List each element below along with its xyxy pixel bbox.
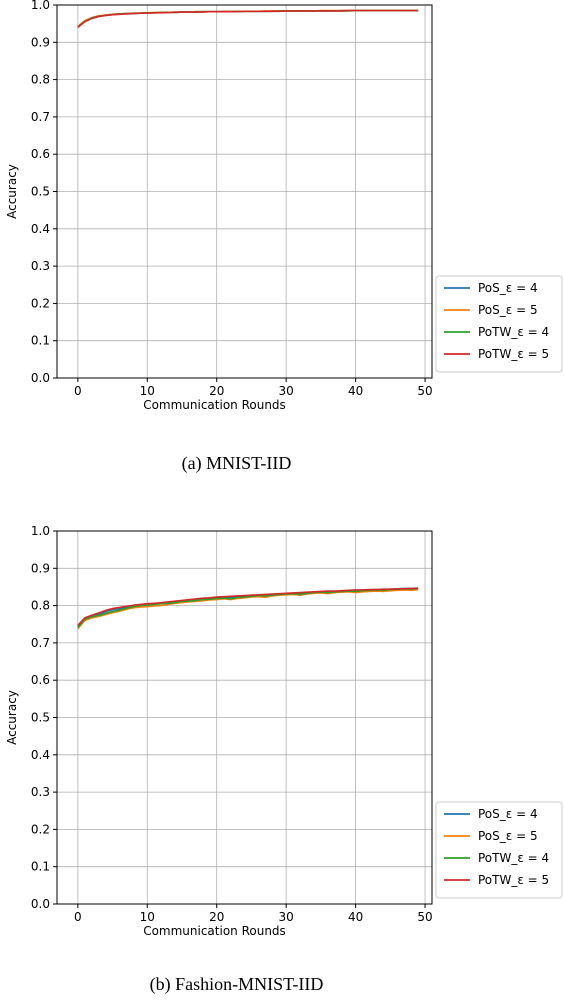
x-tick-label: 20 xyxy=(209,910,224,924)
y-tick-label: 0.0 xyxy=(31,897,50,911)
legend-label-1: PoS_ε = 5 xyxy=(478,829,538,843)
legend-box xyxy=(435,801,563,899)
legend-label-0: PoS_ε = 4 xyxy=(478,807,538,821)
legend-label-3: PoTW_ε = 5 xyxy=(478,873,549,887)
legend-label-0: PoS_ε = 4 xyxy=(478,281,538,295)
series-line-2 xyxy=(77,587,419,629)
y-tick-label: 0.1 xyxy=(31,860,50,874)
x-tick-label: 50 xyxy=(417,910,432,924)
y-tick-label: 0.3 xyxy=(31,259,50,273)
x-tick-label: 0 xyxy=(74,384,82,398)
legend-label-2: PoTW_ε = 4 xyxy=(478,851,549,865)
grid-lines xyxy=(57,530,432,905)
y-tick-label: 0.4 xyxy=(31,748,50,762)
y-tick-label: 0.2 xyxy=(31,296,50,310)
x-tick-label: 40 xyxy=(348,910,363,924)
y-axis-label: Accuracy xyxy=(5,164,19,219)
series-line-3 xyxy=(77,587,419,626)
chart-panel-a: 0 10 20 30 40 50 0.0 0.1 0.2 0.3 0.4 0.5 0.6 0.7 0.8 0.… xyxy=(5,0,563,474)
y-tick-label: 0.7 xyxy=(31,110,50,124)
y-tick-label: 0.4 xyxy=(31,222,50,236)
y-tick-label: 1.0 xyxy=(31,524,50,538)
y-tick-label: 0.5 xyxy=(31,185,50,199)
legend-label-1: PoS_ε = 5 xyxy=(478,303,538,317)
y-tick-label: 0.1 xyxy=(31,334,50,348)
chart-panel-b: 0 10 20 30 40 50 0.0 0.1 0.2 0.3 0.4 0.5 0.6 0.7 0.8 0.… xyxy=(5,524,563,995)
x-tick-label: 50 xyxy=(417,384,432,398)
y-tick-label: 0.9 xyxy=(31,35,50,49)
x-axis-label: Communication Rounds xyxy=(143,924,286,938)
y-tick-label: 1.0 xyxy=(31,0,50,12)
legend: PoS_ε = 4 PoS_ε = 5 PoTW_ε = 4 PoTW_ε = 5 xyxy=(435,275,563,373)
legend-label-3: PoTW_ε = 5 xyxy=(478,347,549,361)
y-tick-label: 0.9 xyxy=(31,561,50,575)
x-tick-label: 40 xyxy=(348,384,363,398)
x-tick-label: 10 xyxy=(140,910,155,924)
legend-label-2: PoTW_ε = 4 xyxy=(478,325,549,339)
y-tick-label: 0.8 xyxy=(31,599,50,613)
legend-box xyxy=(435,275,563,373)
legend: PoS_ε = 4 PoS_ε = 5 PoTW_ε = 4 PoTW_ε = 5 xyxy=(435,801,563,899)
x-tick-label: 10 xyxy=(140,384,155,398)
series-line-3 xyxy=(77,9,419,29)
y-tick-label: 0.8 xyxy=(31,73,50,87)
y-tick-label: 0.6 xyxy=(31,673,50,687)
y-tick-label: 0.5 xyxy=(31,711,50,725)
x-axis-label: Communication Rounds xyxy=(143,398,286,412)
x-tick-label: 20 xyxy=(209,384,224,398)
figure-caption: (a) MNIST-IID xyxy=(182,453,292,474)
x-tick-label: 30 xyxy=(279,384,294,398)
y-tick-label: 0.3 xyxy=(31,785,50,799)
x-tick-label: 0 xyxy=(74,910,82,924)
x-tick-label: 30 xyxy=(279,910,294,924)
y-axis-label: Accuracy xyxy=(5,690,19,745)
y-tick-label: 0.2 xyxy=(31,822,50,836)
y-tick-label: 0.0 xyxy=(31,371,50,385)
y-tick-label: 0.6 xyxy=(31,147,50,161)
y-tick-label: 0.7 xyxy=(31,636,50,650)
figure-caption: (b) Fashion-MNIST-IID xyxy=(150,974,324,995)
grid-lines xyxy=(57,4,432,379)
